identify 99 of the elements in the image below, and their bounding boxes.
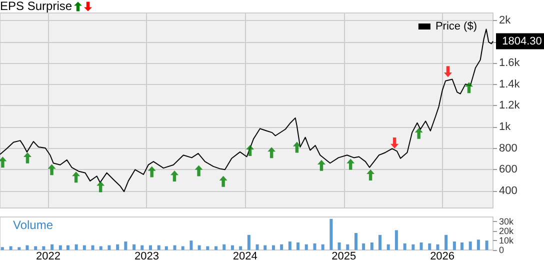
bar (330, 218, 333, 250)
point (346, 158, 355, 170)
x-tick-label: 2025 (332, 250, 356, 262)
bar (82, 245, 86, 250)
bar (26, 245, 29, 250)
bar (394, 230, 398, 250)
bar (9, 246, 12, 250)
bar (206, 246, 210, 250)
bar (378, 234, 382, 250)
bar (338, 242, 341, 250)
y-tick-label: 1.4k (499, 78, 520, 90)
bar (256, 244, 259, 250)
y-tick-label: 800 (499, 142, 518, 154)
point (48, 164, 56, 176)
bar (354, 233, 358, 250)
point (366, 169, 375, 180)
bar (66, 245, 70, 250)
bar (321, 244, 324, 250)
bar (288, 242, 292, 250)
bar (140, 245, 144, 250)
bar (485, 240, 488, 250)
bar (214, 246, 218, 250)
point (194, 165, 203, 176)
bar (198, 245, 201, 250)
y-tick-label: 1.2k (499, 100, 520, 112)
bar (444, 234, 448, 250)
bar (74, 244, 78, 250)
bar (452, 242, 456, 250)
y-tick-label: 600 (499, 164, 518, 176)
point (96, 181, 105, 192)
point (72, 172, 80, 183)
bar (108, 245, 111, 250)
point (148, 166, 156, 178)
x-tick-label: 2024 (232, 250, 258, 262)
bar (476, 240, 480, 250)
x-tick-label: 2026 (430, 250, 455, 262)
bar (124, 242, 128, 250)
bar (173, 245, 176, 250)
bar (304, 244, 308, 250)
bar (264, 245, 267, 250)
x-tick-label: 2023 (134, 250, 159, 262)
legend-label: Price ($) (435, 20, 477, 32)
bar (230, 245, 234, 250)
bar (280, 244, 284, 250)
bar (468, 242, 472, 250)
y-tick-label: 10k (499, 236, 514, 246)
point (170, 170, 178, 182)
annotation: 1804.30 (502, 35, 542, 48)
bar (403, 243, 406, 250)
point (444, 66, 452, 78)
point (219, 176, 228, 187)
bar (346, 244, 350, 250)
y-tick-label: 400 (499, 184, 518, 197)
bar (362, 243, 366, 250)
bar (412, 244, 415, 250)
bar (420, 242, 423, 250)
bar (460, 242, 464, 250)
y-tick-label: 0 (499, 245, 504, 255)
point (414, 128, 423, 139)
bar (148, 245, 152, 250)
x-tick-label: 2022 (36, 250, 61, 262)
point (268, 147, 276, 158)
bar (313, 243, 316, 250)
bar (157, 245, 160, 250)
y-tick-label: 20k (499, 226, 514, 236)
bar (272, 245, 275, 250)
bar (50, 244, 54, 250)
y-tick-label: 2k (499, 14, 512, 26)
point (464, 82, 473, 94)
chart-title: Volume (13, 218, 54, 232)
point (317, 160, 326, 171)
bar (222, 244, 226, 250)
y-tick-label: 1.6k (499, 57, 520, 70)
bar (296, 242, 300, 250)
bar (190, 240, 193, 250)
bar (164, 246, 168, 250)
bar (436, 244, 440, 250)
bar (91, 245, 94, 250)
y-tick-label: 1k (499, 121, 512, 134)
bar (58, 245, 62, 250)
bar (42, 246, 46, 250)
bar (132, 244, 136, 250)
bar (99, 246, 102, 250)
chart-title: EPS Surprise (0, 0, 72, 13)
bar (0, 247, 4, 250)
bar (370, 242, 374, 250)
bar (181, 246, 184, 250)
point (292, 142, 301, 153)
point (24, 152, 32, 164)
bar (18, 247, 21, 250)
point (390, 138, 399, 148)
y-tick-label: 30k (499, 216, 514, 227)
bar (34, 246, 38, 250)
point (246, 144, 254, 156)
bar (386, 244, 390, 250)
bar (428, 243, 432, 250)
bar (116, 244, 120, 250)
bar (247, 234, 250, 250)
bar (239, 246, 242, 250)
